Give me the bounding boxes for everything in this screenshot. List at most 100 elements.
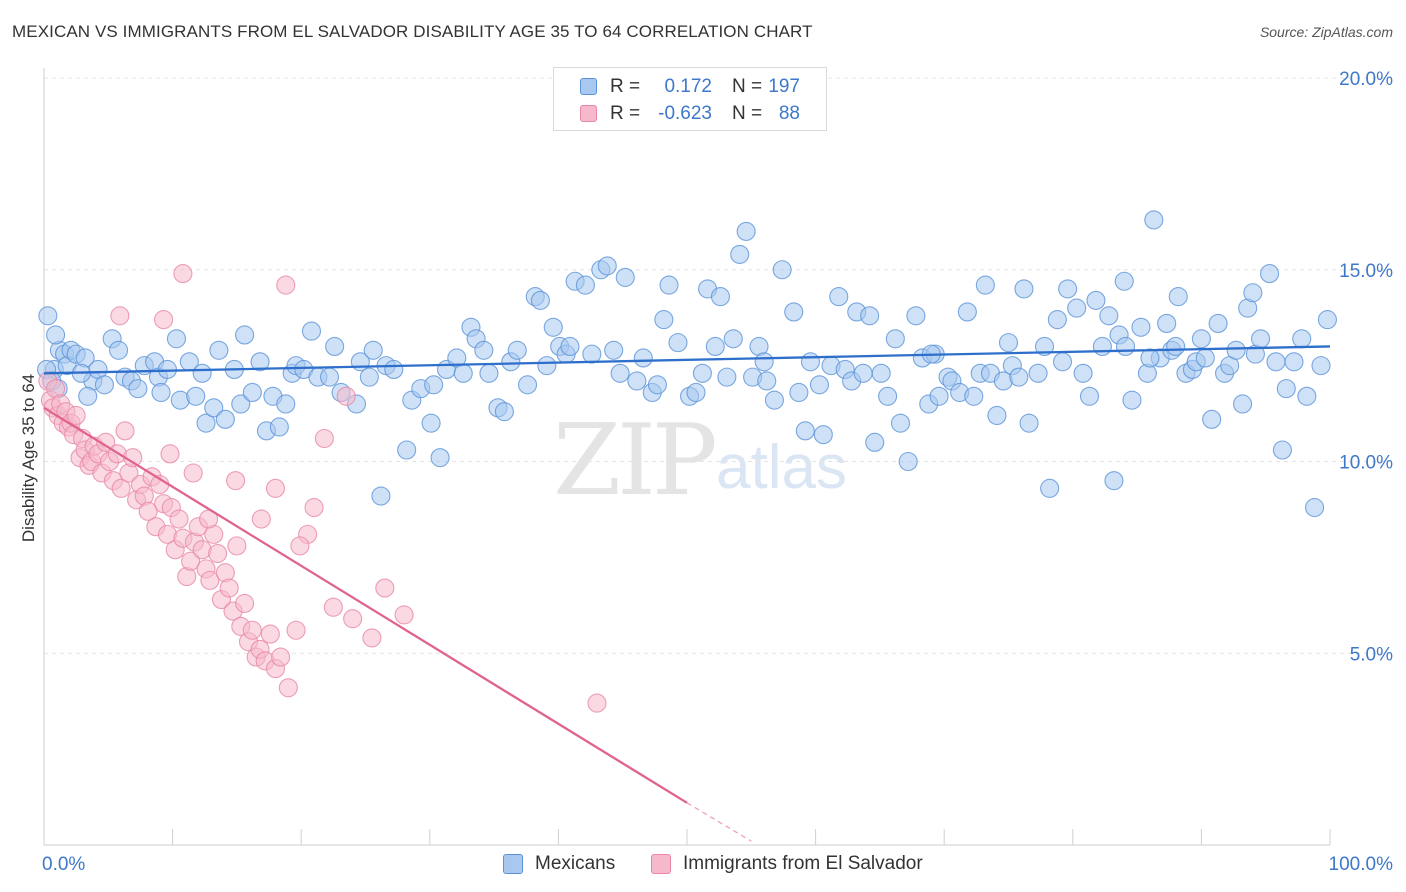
data-point-mexicans (686, 382, 706, 403)
data-point-salvador (336, 386, 356, 406)
legend-swatch-mexicans (580, 78, 597, 95)
data-point-mexicans (757, 371, 777, 391)
data-point-salvador (154, 310, 174, 330)
legend-n-label: N = (732, 76, 763, 97)
data-point-mexicans (479, 363, 499, 383)
data-point-salvador (375, 578, 395, 598)
data-point-mexicans (494, 402, 514, 422)
data-point-salvador (110, 306, 130, 326)
data-point-mexicans (795, 421, 815, 441)
data-point-mexicans (424, 375, 444, 395)
data-point-mexicans (1073, 363, 1093, 383)
data-point-salvador (251, 509, 271, 529)
data-point-mexicans (633, 348, 653, 368)
data-point-mexicans (668, 333, 688, 353)
data-point-mexicans (809, 375, 830, 395)
data-point-mexicans (543, 317, 563, 337)
data-point-mexicans (325, 336, 345, 357)
data-point-mexicans (276, 394, 296, 414)
data-point-mexicans (235, 325, 255, 345)
data-point-mexicans (209, 340, 229, 360)
data-point-mexicans (975, 275, 995, 295)
data-point-salvador (138, 501, 158, 521)
data-point-mexicans (371, 486, 391, 506)
legend-swatch-mexicans (503, 854, 523, 874)
data-point-salvador (394, 605, 414, 625)
data-point-mexicans (186, 386, 206, 406)
data-point-mexicans (829, 287, 849, 307)
data-point-salvador (227, 536, 247, 556)
data-point-salvador (219, 578, 239, 598)
data-point-mexicans (692, 363, 712, 383)
data-point-mexicans (250, 352, 270, 372)
data-point-mexicans (151, 382, 171, 403)
data-point-mexicans (998, 333, 1019, 353)
data-point-salvador (290, 536, 310, 556)
legend-swatch-salvador (580, 105, 597, 122)
legend-row-salvador: R = -0.623 N = 88 (554, 100, 826, 128)
legend-label-mexicans: Mexicans (535, 853, 616, 874)
data-point-mexicans (1040, 478, 1060, 498)
data-point-mexicans (192, 363, 212, 383)
data-point-mexicans (384, 359, 404, 380)
data-point-mexicans (730, 244, 750, 264)
data-point-mexicans (723, 329, 743, 349)
data-point-mexicans (710, 287, 730, 307)
data-point-mexicans (109, 340, 129, 360)
legend-r-label: R = (610, 103, 641, 124)
data-point-salvador (160, 444, 180, 464)
data-point-mexicans (1014, 279, 1034, 299)
data-point-mexicans (717, 367, 737, 387)
data-point-salvador (343, 609, 363, 629)
data-point-mexicans (865, 432, 885, 452)
data-point-mexicans (231, 394, 251, 414)
legend-r-value: -0.623 (658, 103, 712, 124)
legend-r-value: 0.172 (664, 76, 712, 97)
data-point-mexicans (1202, 409, 1222, 429)
data-point-mexicans (1009, 367, 1029, 387)
data-point-mexicans (890, 413, 911, 433)
data-point-mexicans (517, 375, 538, 395)
data-point-mexicans (1251, 329, 1271, 349)
data-point-mexicans (560, 336, 580, 357)
data-point-mexicans (507, 340, 527, 360)
data-point-salvador (208, 543, 228, 564)
data-point-mexicans (269, 417, 289, 437)
data-point-mexicans (987, 405, 1007, 426)
data-point-salvador (66, 405, 86, 426)
x-tick-label: 0.0% (42, 854, 85, 875)
data-point-salvador (115, 421, 135, 441)
data-point-mexicans (1104, 471, 1124, 491)
data-point-mexicans (166, 329, 187, 349)
legend-n-value: 197 (768, 76, 800, 97)
data-point-salvador (323, 597, 343, 617)
data-point-salvador (111, 478, 131, 498)
data-point-mexicans (853, 363, 873, 383)
data-point-mexicans (1058, 279, 1078, 299)
data-point-mexicans (615, 267, 635, 287)
data-point-mexicans (610, 363, 630, 383)
legend-r-label: R = (610, 76, 641, 97)
y-axis-label: Disability Age 35 to 64 (19, 374, 38, 542)
chart-title: MEXICAN VS IMMIGRANTS FROM EL SALVADOR D… (12, 22, 813, 41)
legend-row-mexicans: R = 0.172 N = 197 (554, 73, 826, 101)
data-point-mexicans (430, 448, 450, 468)
data-point-mexicans (1260, 264, 1280, 284)
data-point-mexicans (1195, 348, 1215, 368)
data-point-salvador (235, 593, 255, 613)
data-point-mexicans (1311, 356, 1331, 376)
data-point-salvador (362, 628, 382, 648)
data-point-mexicans (647, 375, 667, 395)
data-point-mexicans (1092, 336, 1112, 357)
data-point-salvador (276, 275, 296, 295)
data-point-mexicans (736, 221, 756, 241)
data-point-mexicans (1157, 313, 1177, 333)
data-point-mexicans (800, 352, 821, 372)
data-point-mexicans (1114, 271, 1134, 291)
data-point-salvador (183, 463, 203, 483)
data-point-mexicans (604, 340, 624, 360)
data-point-mexicans (906, 306, 926, 326)
data-point-mexicans (1243, 283, 1263, 303)
data-point-mexicans (654, 310, 674, 330)
data-point-mexicans (1028, 363, 1048, 383)
